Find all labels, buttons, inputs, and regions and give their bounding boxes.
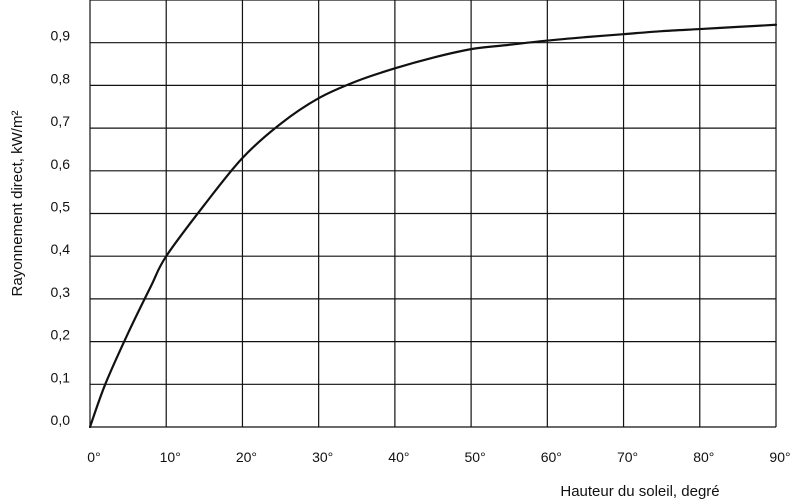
y-tick-label: 0,8 — [51, 70, 71, 86]
x-tick-label: 70° — [617, 449, 638, 465]
y-tick-label: 0,4 — [51, 241, 71, 257]
series-layer — [88, 23, 778, 429]
y-axis-title: Rayonnement direct, kW/m² — [9, 111, 26, 297]
y-tick-labels: 0,0 0,1 0,2 0,3 0,4 0,5 0,6 0,7 0,8 0,9 1,0 — [51, 0, 71, 428]
grid — [89, 0, 777, 428]
x-tick-label: 10° — [160, 449, 181, 465]
y-tick-label: 0,6 — [51, 156, 71, 172]
series-line — [88, 23, 778, 429]
x-tick-label: 30° — [312, 449, 333, 465]
x-tick-label: 20° — [236, 449, 257, 465]
x-tick-label: 40° — [388, 449, 409, 465]
y-tick-label: 0,1 — [51, 369, 71, 385]
y-tick-label: 0,5 — [51, 199, 71, 215]
y-tick-label: 0,3 — [51, 284, 71, 300]
x-tick-labels: 0° 10° 20° 30° 40° 50° 60° 70° 80° 90° — [87, 449, 790, 465]
x-axis-title: Hauteur du soleil, degré — [560, 483, 719, 500]
y-tick-label: 0,2 — [51, 327, 71, 343]
y-tick-label: 1,0 — [51, 0, 71, 1]
x-tick-label: 60° — [541, 449, 562, 465]
x-tick-label: 90° — [769, 449, 790, 465]
y-tick-label: 0,7 — [51, 113, 71, 129]
y-tick-label: 0,9 — [51, 28, 71, 44]
x-tick-label: 0° — [87, 449, 100, 465]
y-tick-label: 0,0 — [51, 412, 71, 428]
x-tick-label: 50° — [465, 449, 486, 465]
x-tick-label: 80° — [693, 449, 714, 465]
